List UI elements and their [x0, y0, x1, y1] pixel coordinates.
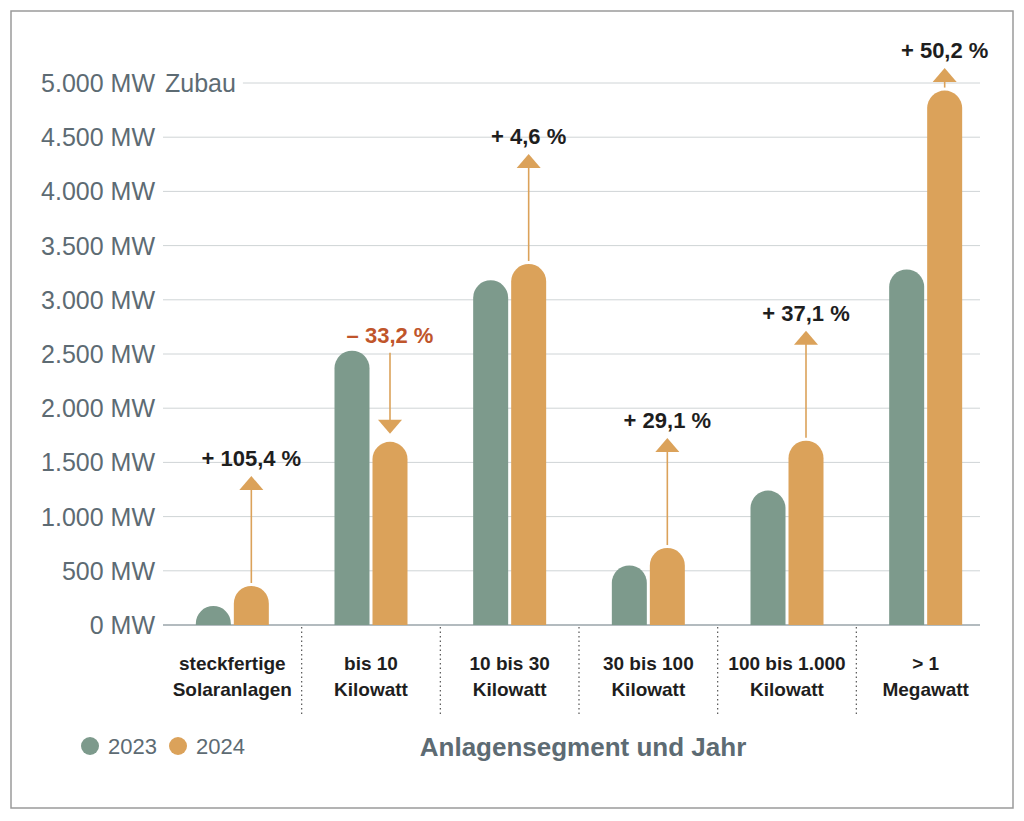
tick-label: 4.500 MW [41, 123, 155, 151]
tick-label: 5.000 MW [41, 69, 155, 97]
bar [650, 548, 685, 625]
annotation: – 33,2 % [347, 323, 434, 348]
legend-swatch [169, 737, 187, 755]
bar [234, 586, 269, 625]
bar [612, 565, 647, 625]
arrow [251, 488, 253, 583]
chart: 0 MW 500 MW 1.000 MW 1.500 MW 2.000 MW 2.500 … [0, 0, 1024, 821]
bar [751, 491, 786, 625]
bar [927, 91, 962, 625]
grid-line [163, 299, 980, 300]
label-background [160, 67, 243, 99]
bar [373, 442, 408, 625]
tick-label: 500 MW [62, 557, 155, 585]
legend-label: 2023 [108, 734, 157, 759]
tick-label: 1.000 MW [41, 503, 155, 531]
category-label: 10 bis 30Kilowatt [470, 653, 550, 700]
arrow-head [517, 154, 541, 168]
tick-label: 2.500 MW [41, 340, 155, 368]
category-label: > 1Megawatt [882, 653, 969, 700]
arrow [667, 450, 669, 545]
arrow-head [378, 420, 402, 434]
bar [889, 269, 924, 625]
category-label: bis 10Kilowatt [334, 653, 409, 700]
separator [717, 627, 718, 715]
grid-line [163, 137, 980, 138]
axis-label: Zubau [165, 69, 236, 97]
annotation: + 37,1 % [762, 301, 849, 326]
annotation: + 105,4 % [201, 446, 301, 471]
separator [440, 627, 441, 715]
grid-line [163, 354, 980, 355]
category-label: 100 bis 1.000Kilowatt [728, 653, 845, 700]
tick-label: 1.500 MW [41, 448, 155, 476]
grid [163, 83, 980, 625]
grid-line [163, 83, 980, 84]
tick-label: 4.000 MW [41, 177, 155, 205]
legend-swatch [81, 737, 99, 755]
arrow-head [239, 476, 263, 490]
category-label: steckfertigeSolaranlagen [173, 653, 292, 700]
tick-label: 0 MW [90, 611, 156, 639]
bar [511, 264, 546, 625]
arrow-head [794, 331, 818, 345]
category-label: 30 bis 100Kilowatt [603, 653, 694, 700]
bar [335, 351, 370, 625]
separator [578, 627, 579, 715]
grid-line [163, 624, 980, 626]
tick-label: 3.000 MW [41, 286, 155, 314]
annotations [239, 68, 956, 583]
background [0, 0, 1024, 821]
grid-line [163, 570, 980, 571]
grid-line [163, 191, 980, 192]
annotation: + 50,2 % [901, 38, 988, 63]
grid-line [163, 245, 980, 246]
grid-line [163, 408, 980, 409]
arrow [389, 353, 391, 422]
arrow [805, 343, 807, 438]
separator [856, 627, 857, 715]
arrow-head [933, 68, 957, 82]
arrow-head [655, 438, 679, 452]
tick-label: 2.000 MW [41, 394, 155, 422]
annotation: + 4,6 % [491, 124, 566, 149]
legend-label: 2024 [196, 734, 245, 759]
frame [11, 11, 1013, 808]
bar [789, 441, 824, 625]
bars [196, 91, 962, 625]
axis-label: Anlagensegment und Jahr [420, 732, 747, 762]
bar [473, 280, 508, 625]
arrow [528, 166, 530, 261]
bar [196, 606, 231, 625]
annotation: + 29,1 % [624, 408, 711, 433]
tick-label: 3.500 MW [41, 232, 155, 260]
grid-line [163, 516, 980, 517]
separator [301, 627, 302, 715]
